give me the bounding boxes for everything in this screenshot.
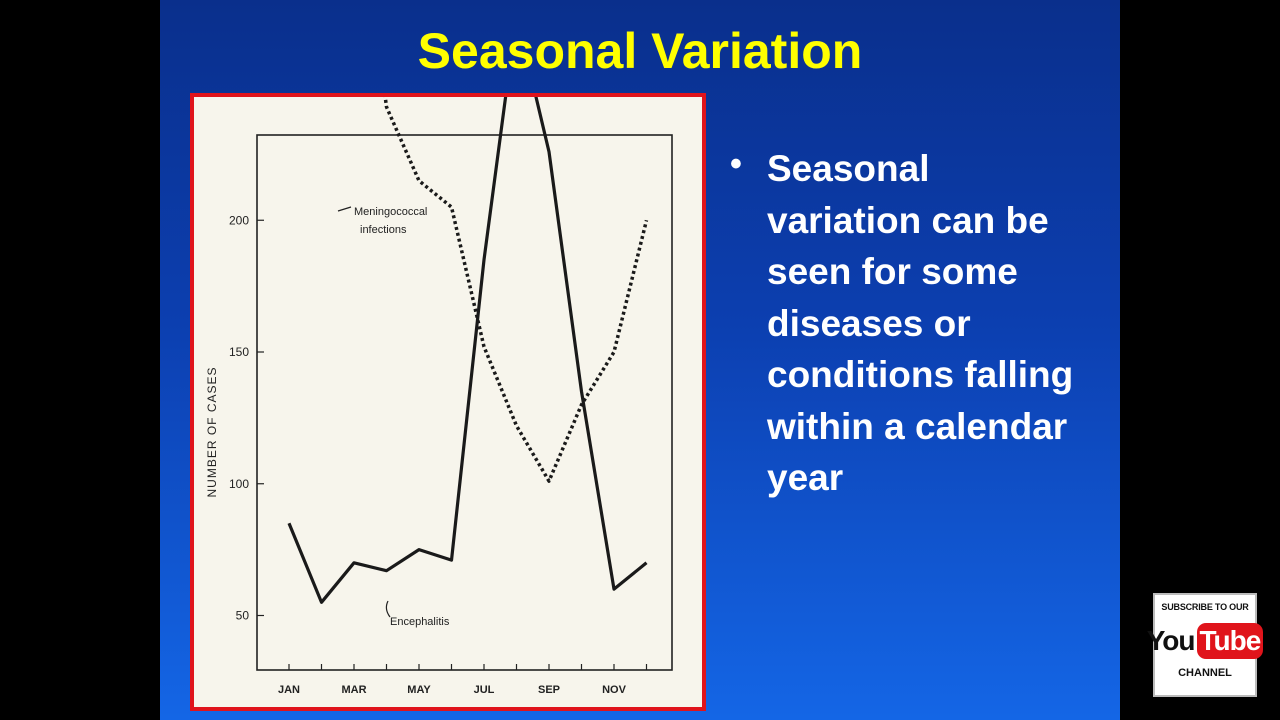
x-tick-labels: JAN MAR MAY JUL SEP NOV	[278, 684, 627, 696]
series-label-meningococcal-line2: infections	[360, 224, 407, 236]
line-chart: 50100150200250300350 JANMARMAYJULSEPNOV …	[205, 97, 673, 696]
y-tick-labels: 50100150200250300350	[229, 213, 250, 623]
chart-series	[287, 97, 649, 604]
meningococcal-label-leader	[337, 206, 352, 212]
x-tick-label: JAN	[278, 684, 300, 696]
x-tick-label: MAR	[341, 684, 366, 696]
series-label-encephalitis: Encephalitis	[390, 616, 450, 628]
series-label-meningococcal: Meningococcal	[354, 206, 427, 218]
youtube-logo-you: You	[1146, 625, 1196, 656]
slide: Seasonal Variation 50100150200250300350 …	[160, 0, 1120, 720]
x-tick-label: JUL	[474, 684, 495, 696]
x-tick-label: NOV	[602, 684, 627, 696]
y-axis-label: NUMBER OF CASES	[205, 366, 219, 497]
youtube-subscribe-badge[interactable]: SUBSCRIBE TO OUR You Tube CHANNEL	[1147, 593, 1264, 697]
plot-border	[256, 134, 673, 671]
x-tick-label: MAY	[407, 684, 431, 696]
y-tick-label: 100	[229, 477, 249, 491]
youtube-logo-tube: Tube	[1196, 623, 1264, 659]
bullet-text: Seasonal variation can be seen for some …	[767, 148, 1074, 498]
y-tick-label: 150	[229, 345, 249, 359]
channel-text: CHANNEL	[1178, 667, 1232, 679]
y-tick-label: 200	[229, 213, 249, 227]
chart-frame: 50100150200250300350 JANMARMAYJULSEPNOV …	[190, 93, 706, 711]
youtube-logo: You Tube	[1147, 617, 1264, 665]
bullet-marker: •	[730, 145, 742, 183]
y-tick-label: 50	[236, 609, 250, 623]
subscribe-text: SUBSCRIBE TO OUR	[1161, 602, 1249, 612]
encephalitis-label-leader	[385, 600, 391, 618]
chart-axes	[256, 134, 673, 671]
slide-title: Seasonal Variation	[417, 23, 863, 79]
x-tick-label: SEP	[538, 684, 560, 696]
series-line-encephalitis	[287, 97, 648, 604]
